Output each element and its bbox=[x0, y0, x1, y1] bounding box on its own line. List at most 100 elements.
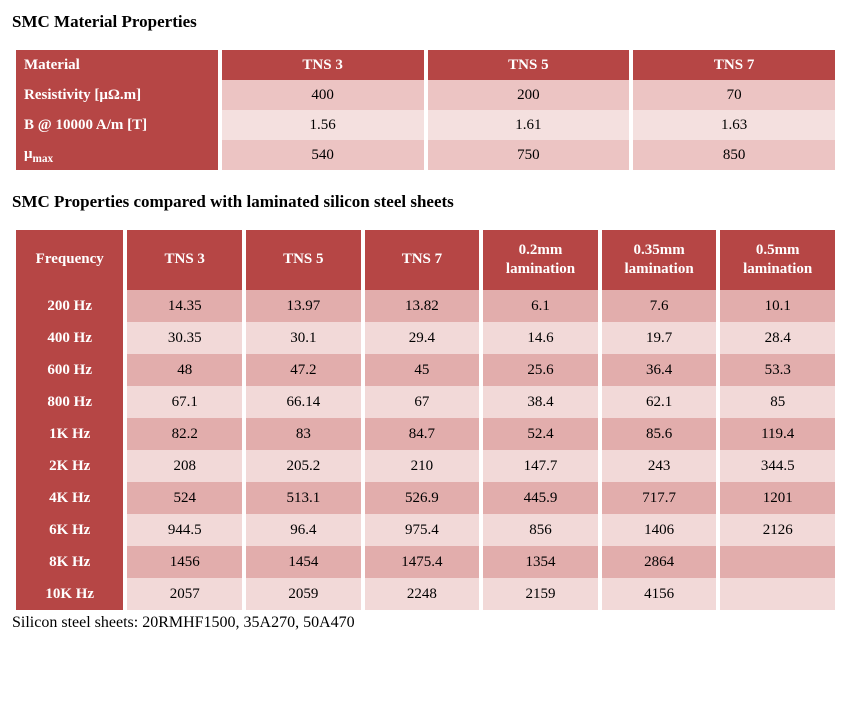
table2-cell: 1454 bbox=[246, 546, 361, 578]
table2-cell: 6.1 bbox=[483, 290, 598, 322]
table-row: Resistivity [μΩ.m]40020070 bbox=[16, 80, 835, 110]
table2-cell: 2057 bbox=[127, 578, 242, 610]
table1-cell: 750 bbox=[428, 140, 630, 170]
table-row: μmax540750850 bbox=[16, 140, 835, 170]
table2-row-header: 1K Hz bbox=[16, 418, 123, 450]
table2-row-header: 6K Hz bbox=[16, 514, 123, 546]
table2-title: SMC Properties compared with laminated s… bbox=[12, 192, 839, 212]
table2-cell: 524 bbox=[127, 482, 242, 514]
table2-cell: 1201 bbox=[720, 482, 835, 514]
table2-cell: 717.7 bbox=[602, 482, 717, 514]
table2-cell: 66.14 bbox=[246, 386, 361, 418]
table1-row-header: Resistivity [μΩ.m] bbox=[16, 80, 218, 110]
table1-cell: 1.56 bbox=[222, 110, 424, 140]
table2-row-header: 200 Hz bbox=[16, 290, 123, 322]
table2-cell: 29.4 bbox=[365, 322, 480, 354]
table2-cell: 243 bbox=[602, 450, 717, 482]
table2-cell: 205.2 bbox=[246, 450, 361, 482]
table1-header-row: MaterialTNS 3TNS 5TNS 7 bbox=[16, 50, 835, 80]
table2-cell: 944.5 bbox=[127, 514, 242, 546]
table-row: 4K Hz524513.1526.9445.9717.71201 bbox=[16, 482, 835, 514]
table2-cell: 85 bbox=[720, 386, 835, 418]
table2-cell: 2126 bbox=[720, 514, 835, 546]
table1-cell: 400 bbox=[222, 80, 424, 110]
table2-cell bbox=[720, 546, 835, 578]
table2-cell: 48 bbox=[127, 354, 242, 386]
table1-row-header: B @ 10000 A/m [T] bbox=[16, 110, 218, 140]
table1-cell: 1.63 bbox=[633, 110, 835, 140]
table2-cell: 4156 bbox=[602, 578, 717, 610]
table2-cell: 10.1 bbox=[720, 290, 835, 322]
table1-cell: 850 bbox=[633, 140, 835, 170]
table2-row-header: 8K Hz bbox=[16, 546, 123, 578]
table2-cell: 28.4 bbox=[720, 322, 835, 354]
table2-cell: 13.97 bbox=[246, 290, 361, 322]
table1-cell: 1.61 bbox=[428, 110, 630, 140]
table2-cell: 2864 bbox=[602, 546, 717, 578]
table1-col-header: Material bbox=[16, 50, 218, 80]
table-row: 400 Hz30.3530.129.414.619.728.4 bbox=[16, 322, 835, 354]
table2-cell: 30.35 bbox=[127, 322, 242, 354]
table2-cell: 85.6 bbox=[602, 418, 717, 450]
table2-col-header: 0.35mmlamination bbox=[602, 230, 717, 290]
table2-cell: 45 bbox=[365, 354, 480, 386]
table-row: B @ 10000 A/m [T]1.561.611.63 bbox=[16, 110, 835, 140]
table2-cell: 14.35 bbox=[127, 290, 242, 322]
table2-row-header: 2K Hz bbox=[16, 450, 123, 482]
table2-cell: 96.4 bbox=[246, 514, 361, 546]
table1-title: SMC Material Properties bbox=[12, 12, 839, 32]
table2-cell: 445.9 bbox=[483, 482, 598, 514]
table2-col-header: TNS 5 bbox=[246, 230, 361, 290]
table2-cell: 2059 bbox=[246, 578, 361, 610]
table2-cell: 67.1 bbox=[127, 386, 242, 418]
table1-col-header: TNS 3 bbox=[222, 50, 424, 80]
table2-cell: 1354 bbox=[483, 546, 598, 578]
table2-col-header: Frequency bbox=[16, 230, 123, 290]
table2-row-header: 800 Hz bbox=[16, 386, 123, 418]
table1-cell: 200 bbox=[428, 80, 630, 110]
table2-cell: 119.4 bbox=[720, 418, 835, 450]
table2-col-header: TNS 7 bbox=[365, 230, 480, 290]
table2-cell: 856 bbox=[483, 514, 598, 546]
table2-col-header: TNS 3 bbox=[127, 230, 242, 290]
table2-row-header: 10K Hz bbox=[16, 578, 123, 610]
table2-cell: 84.7 bbox=[365, 418, 480, 450]
table2-cell: 82.2 bbox=[127, 418, 242, 450]
table1-col-header: TNS 5 bbox=[428, 50, 630, 80]
table2-col-header: 0.5mmlamination bbox=[720, 230, 835, 290]
table2-cell: 13.82 bbox=[365, 290, 480, 322]
table2-cell: 62.1 bbox=[602, 386, 717, 418]
table-row: 600 Hz4847.24525.636.453.3 bbox=[16, 354, 835, 386]
table-row: 8K Hz145614541475.413542864 bbox=[16, 546, 835, 578]
smc-vs-laminated-table: FrequencyTNS 3TNS 5TNS 70.2mmlamination0… bbox=[12, 230, 839, 610]
table2-row-header: 4K Hz bbox=[16, 482, 123, 514]
table2-cell: 1456 bbox=[127, 546, 242, 578]
table2-cell: 1475.4 bbox=[365, 546, 480, 578]
table2-cell: 210 bbox=[365, 450, 480, 482]
table2-cell bbox=[720, 578, 835, 610]
table2-cell: 208 bbox=[127, 450, 242, 482]
table-row: 200 Hz14.3513.9713.826.17.610.1 bbox=[16, 290, 835, 322]
table2-cell: 344.5 bbox=[720, 450, 835, 482]
table-row: 10K Hz20572059224821594156 bbox=[16, 578, 835, 610]
table-row: 6K Hz944.596.4975.485614062126 bbox=[16, 514, 835, 546]
table2-cell: 52.4 bbox=[483, 418, 598, 450]
table2-cell: 1406 bbox=[602, 514, 717, 546]
table2-col-header: 0.2mmlamination bbox=[483, 230, 598, 290]
footnote: Silicon steel sheets: 20RMHF1500, 35A270… bbox=[12, 614, 839, 632]
table2-cell: 47.2 bbox=[246, 354, 361, 386]
table2-cell: 147.7 bbox=[483, 450, 598, 482]
table2-cell: 7.6 bbox=[602, 290, 717, 322]
table1-cell: 540 bbox=[222, 140, 424, 170]
table2-cell: 67 bbox=[365, 386, 480, 418]
table2-cell: 2159 bbox=[483, 578, 598, 610]
table2-cell: 526.9 bbox=[365, 482, 480, 514]
table2-cell: 53.3 bbox=[720, 354, 835, 386]
table2-row-header: 400 Hz bbox=[16, 322, 123, 354]
table2-row-header: 600 Hz bbox=[16, 354, 123, 386]
table2-cell: 25.6 bbox=[483, 354, 598, 386]
table-row: 800 Hz67.166.146738.462.185 bbox=[16, 386, 835, 418]
table2-header-row: FrequencyTNS 3TNS 5TNS 70.2mmlamination0… bbox=[16, 230, 835, 290]
table1-cell: 70 bbox=[633, 80, 835, 110]
table2-cell: 38.4 bbox=[483, 386, 598, 418]
